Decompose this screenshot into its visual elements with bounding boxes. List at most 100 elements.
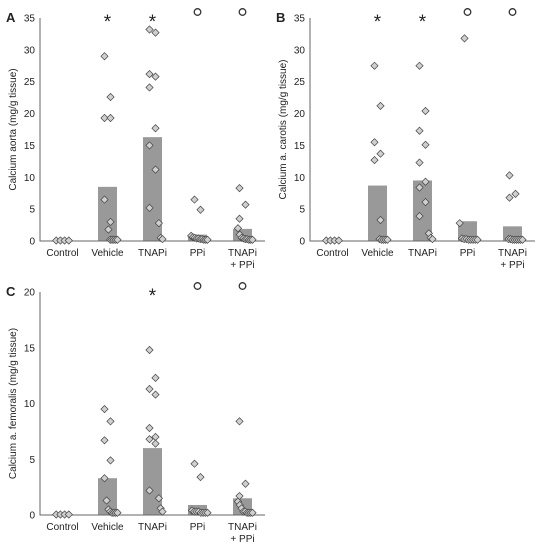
data-point	[233, 224, 243, 233]
data-point	[421, 198, 430, 207]
bar-b-2	[413, 180, 432, 241]
data-point	[106, 92, 115, 102]
panel-c: C Calcium a. femoralis (mg/g tissue) 0 5 10 1…	[6, 282, 265, 545]
significance-circle	[193, 8, 202, 16]
data-point	[421, 177, 430, 186]
data-point	[158, 234, 167, 244]
category-label: PPi	[190, 522, 206, 533]
data-point	[415, 158, 424, 167]
panel-letter: C	[6, 284, 16, 299]
panel-b: B Calcium a. carotis (mg/g tissue) 0 5 10 15 2…	[276, 8, 535, 271]
data-point	[196, 472, 205, 482]
data-point	[235, 214, 244, 223]
y-tick-label: 0	[29, 237, 35, 248]
category-label: Control	[46, 522, 78, 533]
data-point	[370, 155, 379, 165]
y-tick-label: 0	[299, 237, 305, 248]
category-label: Control	[316, 248, 348, 259]
data-point	[473, 235, 482, 244]
category-label: TNAPi	[408, 248, 437, 259]
data-point	[151, 439, 160, 448]
y-tick-label: 10	[24, 173, 36, 184]
data-point	[145, 69, 154, 79]
data-point	[154, 494, 163, 503]
data-point	[64, 236, 73, 245]
data-point	[460, 34, 469, 43]
y-tick-label: 10	[294, 173, 306, 184]
y-tick-label: 30	[294, 45, 306, 56]
category-label: TNAPi	[228, 522, 257, 533]
data-point	[151, 72, 160, 81]
data-point	[106, 217, 115, 226]
data-point	[235, 184, 244, 193]
data-point	[106, 417, 115, 426]
y-tick-label: 20	[294, 109, 306, 120]
data-point	[518, 235, 527, 244]
data-point	[100, 52, 109, 61]
y-tick-label: 20	[24, 109, 36, 120]
y-tick-label: 5	[29, 205, 35, 216]
category-label: TNAPi	[138, 522, 167, 533]
category-label: Control	[46, 248, 78, 259]
data-point	[334, 236, 343, 245]
data-point	[145, 83, 154, 92]
data-point	[455, 219, 464, 228]
data-point	[196, 205, 205, 214]
category-label: TNAPi	[228, 248, 257, 259]
data-point	[376, 215, 385, 225]
data-point	[64, 510, 73, 519]
category-label: TNAPi	[138, 248, 167, 259]
data-point	[415, 126, 424, 135]
data-point	[505, 193, 514, 202]
data-point	[383, 235, 392, 244]
data-point	[154, 219, 163, 228]
data-point	[203, 235, 212, 244]
data-point	[100, 195, 109, 204]
data-point	[376, 149, 385, 158]
significance-circle	[193, 282, 202, 290]
data-point	[106, 113, 115, 123]
axes	[39, 18, 265, 242]
data-point	[100, 113, 109, 123]
data-point	[241, 479, 250, 488]
data-point	[145, 423, 154, 433]
y-tick-label: 0	[29, 511, 35, 522]
y-axis-label: Calcium aorta (mg/g tissue)	[8, 68, 19, 190]
data-point	[145, 141, 154, 150]
data-point	[415, 183, 424, 192]
panel-a: A Calcium aorta (mg/g tissue) 0 5 10 15 20 25 30…	[6, 8, 265, 271]
data-point	[370, 61, 379, 70]
y-axis-label: Calcium a. femoralis (mg/g tissue)	[8, 328, 19, 479]
category-label: PPi	[460, 248, 476, 259]
significance-star: *	[419, 12, 427, 33]
significance-star: *	[104, 12, 112, 33]
bar-c-2	[143, 448, 162, 515]
category-label: PPi	[190, 248, 206, 259]
data-point	[151, 165, 160, 174]
y-axis-label: Calcium a. carotis (mg/g tissue)	[278, 59, 289, 199]
data-point	[421, 106, 430, 116]
y-tick-label: 5	[29, 455, 35, 466]
y-tick-label: 10	[24, 399, 36, 410]
category-label: Vehicle	[361, 248, 394, 259]
significance-star: *	[374, 12, 382, 33]
data-point	[190, 459, 199, 468]
data-point	[145, 486, 154, 495]
data-point	[158, 507, 167, 516]
data-point	[151, 373, 160, 382]
y-tick-label: 15	[24, 343, 36, 354]
data-point	[421, 140, 430, 149]
data-point	[102, 496, 111, 505]
bar-a-2	[143, 137, 162, 241]
category-label: Vehicle	[91, 248, 124, 259]
data-point	[370, 138, 379, 147]
data-point	[248, 508, 257, 517]
data-point	[235, 417, 244, 426]
data-point	[151, 390, 160, 399]
significance-star: *	[149, 286, 157, 307]
data-point	[113, 235, 122, 244]
data-point	[104, 225, 113, 234]
y-tick-label: 25	[24, 77, 36, 88]
data-point	[505, 171, 514, 180]
